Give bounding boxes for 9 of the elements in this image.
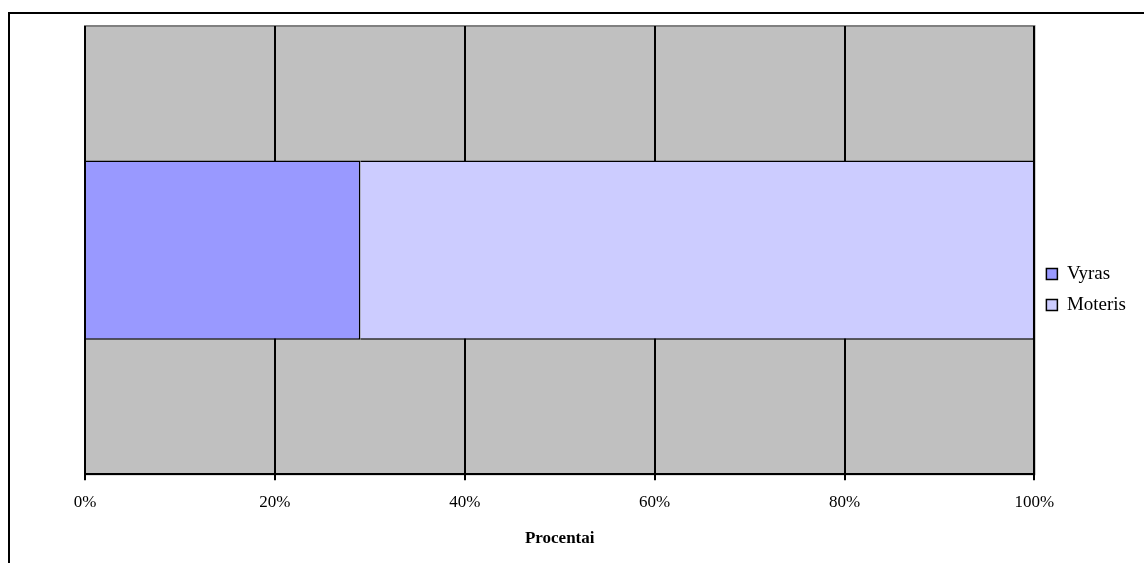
x-tick-label: 40% (449, 491, 481, 511)
legend-label: Moteris (1066, 292, 1126, 314)
legend-label: Vyras (1066, 261, 1111, 283)
x-tick-label: 80% (828, 491, 861, 511)
x-tick-label: 20% (259, 491, 291, 511)
x-tick-label: 0% (73, 491, 97, 511)
x-tick-label: 60% (639, 491, 671, 511)
x-tick-label: 100% (1014, 491, 1055, 511)
x-axis-title: Procentai (524, 528, 595, 548)
